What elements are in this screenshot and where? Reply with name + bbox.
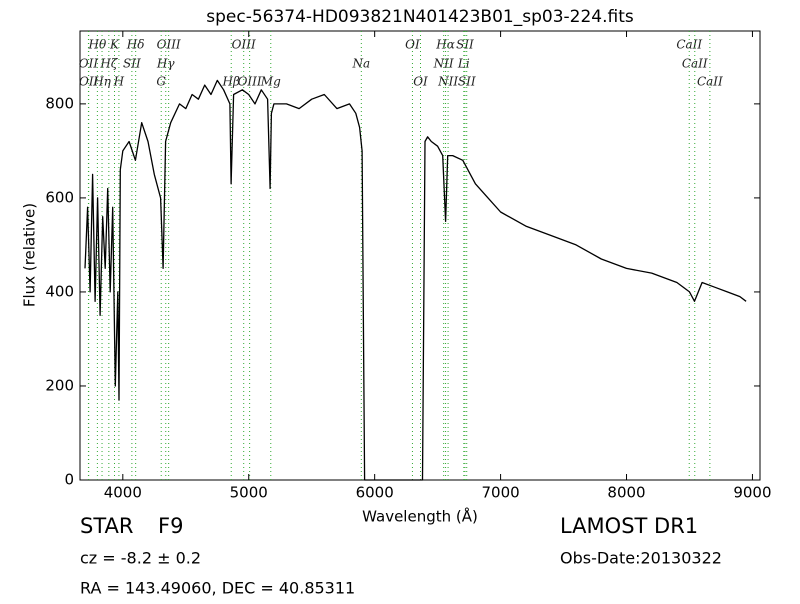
spectral-line-label: G — [156, 75, 166, 89]
spectral-line-label: Hη — [92, 75, 111, 89]
spectral-line-label: OIII — [232, 38, 256, 52]
x-tick-label: 9000 — [733, 484, 771, 502]
spectral-line-label: H — [113, 75, 125, 89]
spectral-line-label: CaII — [682, 57, 708, 71]
y-tick-label: 600 — [45, 188, 74, 206]
spectral-line-label: OI — [405, 38, 420, 52]
spectral-line-label: Hα — [435, 38, 455, 52]
spectral-line-label: CaII — [697, 75, 723, 89]
x-tick-label: 5000 — [230, 484, 268, 502]
y-tick-label: 200 — [45, 376, 74, 394]
y-axis-label: Flux (relative) — [21, 203, 39, 307]
coordinates: RA = 143.49060, DEC = 40.85311 — [80, 579, 355, 598]
spectral-line-label: Li — [457, 57, 470, 71]
x-tick-label: 7000 — [481, 484, 519, 502]
spectrum-line — [84, 79, 747, 481]
redshift: cz = -8.2 ± 0.2 — [80, 549, 201, 568]
x-tick-label: 8000 — [607, 484, 645, 502]
spectral-line-label: CaII — [676, 38, 702, 52]
spectral-line-label: OIII — [157, 38, 181, 52]
spectral-line-label: Hβ — [222, 75, 240, 89]
subclass: F9 — [158, 514, 183, 538]
spectral-line-label: OI — [413, 75, 428, 89]
obs-date: Obs-Date:20130322 — [560, 549, 722, 568]
object-class: STAR — [80, 514, 133, 538]
spectral-line-label: SII — [123, 57, 141, 71]
spectral-line-label: SII — [456, 38, 474, 52]
spectral-line-label: Na — [351, 57, 370, 71]
y-tick-label: 400 — [45, 282, 74, 300]
y-tick-label: 0 — [64, 471, 74, 489]
spectral-line-label: K — [109, 38, 120, 52]
spectral-line-label: Hθ — [88, 38, 107, 52]
y-tick-label: 800 — [45, 94, 74, 112]
survey: LAMOST DR1 — [560, 514, 698, 538]
spectral-line-label: OII — [79, 75, 99, 89]
chart-title: spec-56374-HD093821N401423B01_sp03-224.f… — [206, 7, 634, 27]
x-tick-label: 6000 — [356, 484, 394, 502]
spectral-line-label: Hδ — [126, 38, 145, 52]
spectral-line-label: NII — [437, 75, 458, 89]
spectral-line-label: Mg — [260, 75, 281, 89]
spectral-line-label: Hζ — [99, 57, 118, 71]
x-tick-label: 4000 — [104, 484, 142, 502]
spectral-line-label: SII — [458, 75, 476, 89]
spectral-line-label: Hγ — [156, 57, 175, 71]
plot-frame — [79, 30, 761, 481]
spectral-line-label: OIII — [238, 75, 262, 89]
spectral-line-label: NII — [433, 57, 454, 71]
x-axis-label: Wavelength (Å) — [362, 507, 478, 526]
